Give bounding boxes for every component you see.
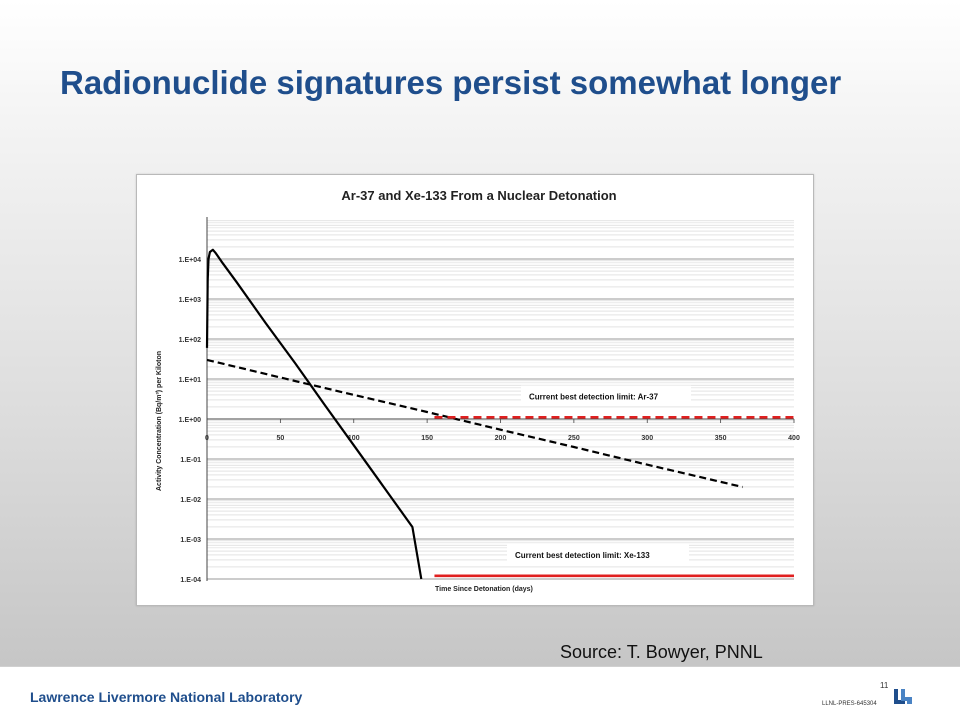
y-tick-label: 1.E+04: [179, 257, 201, 264]
x-tick-label: 350: [715, 435, 727, 442]
chart-title: Ar-37 and Xe-133 From a Nuclear Detonati…: [341, 188, 616, 203]
chart-grid: [207, 220, 794, 580]
chart-ylabel: Activity Concentration (Bq/m³) per Kilot…: [156, 351, 163, 491]
y-tick-label: 1.E-02: [180, 497, 201, 504]
x-tick-label: 0: [205, 435, 209, 442]
x-tick-label: 200: [495, 435, 507, 442]
source-caption: Source: T. Bowyer, PNNL: [560, 642, 763, 662]
y-tick-label: 1.E+01: [179, 377, 201, 384]
chart-axes: 1.E+04 1.E+03 1.E+02 1.E+01 1.E+00 1.E-01 1.E-…: [179, 217, 800, 584]
chart-series: [205, 248, 743, 580]
x-tick-label: 100: [348, 435, 360, 442]
document-id: LLNL-PRES-645304: [822, 701, 877, 707]
y-tick-label: 1.E-01: [180, 457, 201, 464]
organization-name: Lawrence Livermore National Laboratory: [30, 689, 303, 705]
dashed-series-line: [206, 358, 743, 489]
page-number: 11: [880, 681, 889, 690]
detection-limit-label-box: [521, 385, 691, 406]
x-tick-label: 250: [568, 435, 580, 442]
detection-limit-label: Current best detection limit: Xe-133: [515, 551, 650, 560]
x-tick-label: 400: [788, 435, 800, 442]
y-tick-label: 1.E+00: [179, 417, 201, 424]
chart: 1.E+04 1.E+03 1.E+02 1.E+01 1.E+00 1.E-01 1.E-…: [156, 188, 800, 593]
footer: Lawrence Livermore National Laboratory 1…: [0, 666, 960, 721]
x-tick-label: 300: [641, 435, 653, 442]
llnl-logo-icon: [894, 689, 912, 704]
chart-xlabel: Time Since Detonation (days): [435, 586, 533, 593]
chart-limits: Current best detection limit: Ar-37 Curre…: [434, 385, 794, 578]
x-tick-label: 50: [276, 435, 284, 442]
y-tick-label: 1.E-04: [180, 577, 201, 584]
y-tick-label: 1.E-03: [180, 537, 201, 544]
y-tick-label: 1.E+02: [179, 337, 201, 344]
slide-title: Radionuclide signatures persist somewhat…: [60, 64, 842, 101]
y-tick-label: 1.E+03: [179, 297, 201, 304]
detection-limit-label-box: [507, 543, 689, 564]
x-tick-label: 150: [421, 435, 433, 442]
solid-series-line: [205, 248, 423, 580]
detection-limit-label: Current best detection limit: Ar-37: [529, 392, 659, 401]
chart-frame: 1.E+04 1.E+03 1.E+02 1.E+01 1.E+00 1.E-01 1.E-…: [136, 174, 814, 606]
